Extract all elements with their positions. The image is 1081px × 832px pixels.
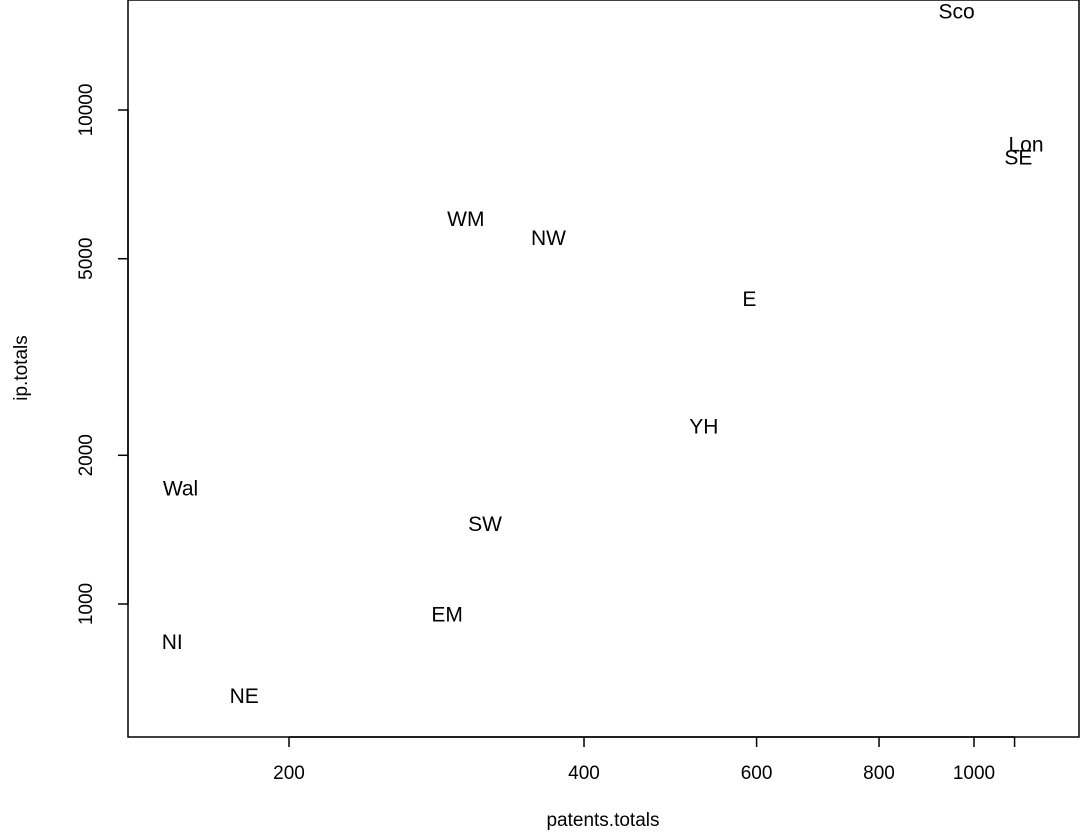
y-tick-label: 5000 bbox=[76, 238, 97, 280]
point-label-ne: NE bbox=[230, 685, 259, 708]
point-label-wal: Wal bbox=[163, 477, 198, 500]
point-label-se: SE bbox=[1004, 146, 1032, 169]
x-tick-label: 200 bbox=[273, 763, 305, 784]
point-label-lon: Lon bbox=[1008, 133, 1043, 156]
point-label-em: EM bbox=[431, 604, 463, 627]
y-tick-label: 2000 bbox=[76, 434, 97, 476]
y-axis: 1000 2000 5000 10000 bbox=[76, 84, 129, 625]
x-axis: 200 400 600 800 1000 bbox=[273, 736, 1016, 784]
y-axis-title: ip.totals bbox=[11, 335, 32, 400]
point-label-sw: SW bbox=[468, 513, 502, 536]
y-tick-label: 1000 bbox=[76, 583, 97, 625]
x-tick-label: 800 bbox=[863, 763, 895, 784]
plot-frame bbox=[127, 0, 1080, 738]
point-label-sco: Sco bbox=[939, 0, 975, 23]
point-label-e: E bbox=[742, 288, 756, 311]
point-label-yh: YH bbox=[689, 416, 718, 439]
y-tick-label: 10000 bbox=[76, 84, 97, 137]
x-tick-label: 1000 bbox=[953, 763, 995, 784]
point-label-ni: NI bbox=[162, 631, 183, 654]
point-label-wm: WM bbox=[447, 208, 484, 231]
x-tick-label: 400 bbox=[568, 763, 600, 784]
point-label-nw: NW bbox=[531, 227, 566, 250]
x-axis-title: patents.totals bbox=[546, 810, 659, 831]
x-tick-label: 600 bbox=[741, 763, 773, 784]
